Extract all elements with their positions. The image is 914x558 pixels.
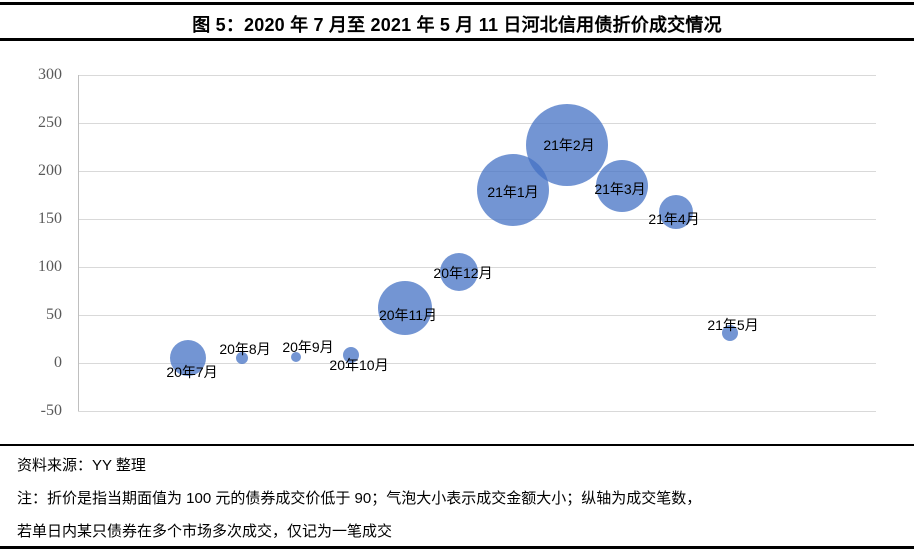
bubble-point-3 <box>291 352 301 362</box>
bubble-point-8 <box>526 104 608 186</box>
bubble-label-5: 20年11月 <box>378 307 438 323</box>
bubble-label-2: 20年8月 <box>219 341 271 357</box>
source-line: 资料来源：YY 整理 <box>17 457 146 474</box>
footer-top-rule <box>0 444 914 446</box>
bubble-point-9 <box>596 160 648 212</box>
gridline-50 <box>78 315 876 316</box>
bubble-point-11 <box>722 325 738 341</box>
y-axis-tick-label--50: -50 <box>40 402 62 419</box>
bubble-label-6: 20年12月 <box>433 265 493 281</box>
bubble-label-7: 21年1月 <box>487 184 539 200</box>
figure-title: 图 5：2020 年 7 月至 2021 年 5 月 11 日河北信用债折价成交… <box>192 15 722 35</box>
y-axis-line <box>78 75 79 411</box>
bubble-point-10 <box>659 195 693 229</box>
y-axis-tick-label-50: 50 <box>46 306 62 323</box>
y-axis-tick-label-0: 0 <box>54 354 62 371</box>
title-bottom-rule <box>0 38 914 41</box>
bubble-point-6 <box>440 253 478 291</box>
y-axis-tick-label-100: 100 <box>38 258 62 275</box>
y-axis-tick-label-250: 250 <box>38 114 62 131</box>
gridline-0 <box>78 363 876 364</box>
bubble-point-5 <box>378 281 432 335</box>
bubble-label-10: 21年4月 <box>648 211 700 227</box>
note-line-2: 若单日内某只债券在多个市场多次成交，仅记为一笔成交 <box>17 523 393 540</box>
gridline-300 <box>78 75 876 76</box>
bubble-point-1 <box>170 340 206 376</box>
bubble-label-1: 20年7月 <box>166 364 218 380</box>
bubble-label-4: 20年10月 <box>329 357 389 373</box>
bubble-label-11: 21年5月 <box>707 317 759 333</box>
gridline-150 <box>78 219 876 220</box>
bubble-point-2 <box>236 352 248 364</box>
bottom-border-rule <box>0 546 914 549</box>
gridline-200 <box>78 171 876 172</box>
top-border-rule <box>0 2 914 5</box>
bubble-label-9: 21年3月 <box>594 181 646 197</box>
y-axis-tick-label-300: 300 <box>38 66 62 83</box>
gridline-250 <box>78 123 876 124</box>
y-axis-tick-label-150: 150 <box>38 210 62 227</box>
bubble-point-4 <box>343 347 359 363</box>
bubble-label-3: 20年9月 <box>282 339 334 355</box>
y-axis-tick-label-200: 200 <box>38 162 62 179</box>
gridline--50 <box>78 411 876 412</box>
note-line-1: 注：折价是指当期面值为 100 元的债券成交价低于 90；气泡大小表示成交金额大… <box>17 490 702 507</box>
bubble-label-8: 21年2月 <box>543 137 595 153</box>
